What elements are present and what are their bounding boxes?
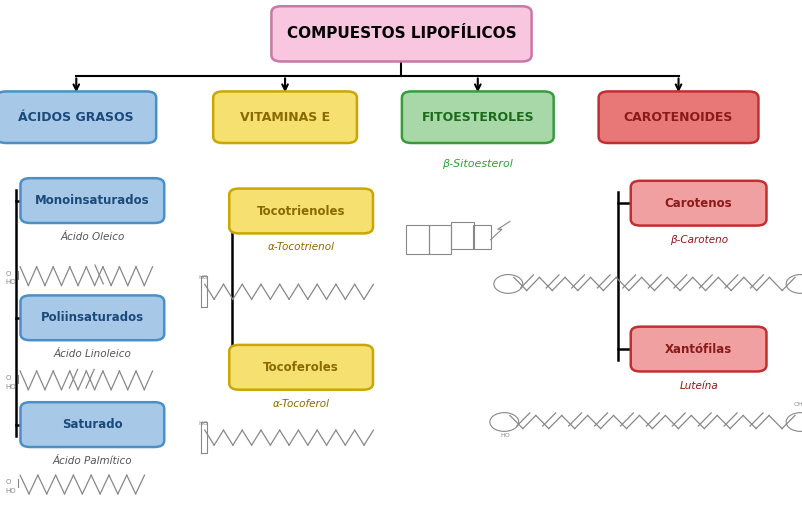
Text: FITOESTEROLES: FITOESTEROLES: [421, 111, 533, 123]
Text: Saturado: Saturado: [62, 418, 123, 431]
Text: α-Tocotrienol: α-Tocotrienol: [267, 242, 334, 253]
Text: β-Caroteno: β-Caroteno: [669, 234, 727, 245]
FancyBboxPatch shape: [229, 189, 372, 233]
Text: HO: HO: [198, 420, 208, 426]
FancyBboxPatch shape: [401, 92, 553, 143]
Text: Ácido Palmítico: Ácido Palmítico: [52, 456, 132, 466]
Text: O: O: [6, 375, 11, 381]
Text: HO: HO: [6, 279, 16, 286]
FancyBboxPatch shape: [271, 6, 531, 61]
FancyBboxPatch shape: [229, 345, 372, 390]
Text: O: O: [6, 270, 11, 277]
Text: β-Sitoesterol: β-Sitoesterol: [442, 159, 512, 169]
Text: OH: OH: [792, 402, 802, 407]
FancyBboxPatch shape: [213, 92, 356, 143]
Text: Tocoferoles: Tocoferoles: [263, 361, 338, 374]
Text: O: O: [6, 479, 11, 485]
Text: CAROTENOIDES: CAROTENOIDES: [623, 111, 732, 123]
FancyBboxPatch shape: [597, 92, 757, 143]
Text: HO: HO: [6, 383, 16, 390]
Text: Poliinsaturados: Poliinsaturados: [41, 312, 144, 324]
Text: Ácido Oleico: Ácido Oleico: [60, 232, 124, 242]
FancyBboxPatch shape: [21, 295, 164, 340]
Bar: [472, 225, 490, 249]
FancyBboxPatch shape: [21, 402, 164, 447]
Bar: [406, 225, 428, 254]
Text: ÁCIDOS GRASOS: ÁCIDOS GRASOS: [18, 111, 134, 123]
FancyBboxPatch shape: [0, 92, 156, 143]
Text: Carotenos: Carotenos: [664, 197, 731, 209]
Text: COMPUESTOS LIPOFÍLICOS: COMPUESTOS LIPOFÍLICOS: [286, 27, 516, 41]
Text: HO: HO: [198, 275, 208, 280]
Bar: [428, 225, 451, 254]
Text: Luteína: Luteína: [678, 380, 717, 391]
Text: Ácido Linoleico: Ácido Linoleico: [54, 349, 131, 359]
Bar: [451, 222, 473, 249]
Text: Tocotrienoles: Tocotrienoles: [257, 205, 345, 217]
Text: HO: HO: [6, 488, 16, 494]
Text: VITAMINAS E: VITAMINAS E: [240, 111, 330, 123]
FancyBboxPatch shape: [630, 327, 765, 371]
FancyBboxPatch shape: [630, 181, 765, 226]
FancyBboxPatch shape: [21, 178, 164, 223]
Text: α-Tocoferol: α-Tocoferol: [273, 399, 329, 409]
Text: Xantófilas: Xantófilas: [664, 343, 731, 355]
Text: HO: HO: [500, 432, 509, 438]
Text: Monoinsaturados: Monoinsaturados: [35, 194, 149, 207]
